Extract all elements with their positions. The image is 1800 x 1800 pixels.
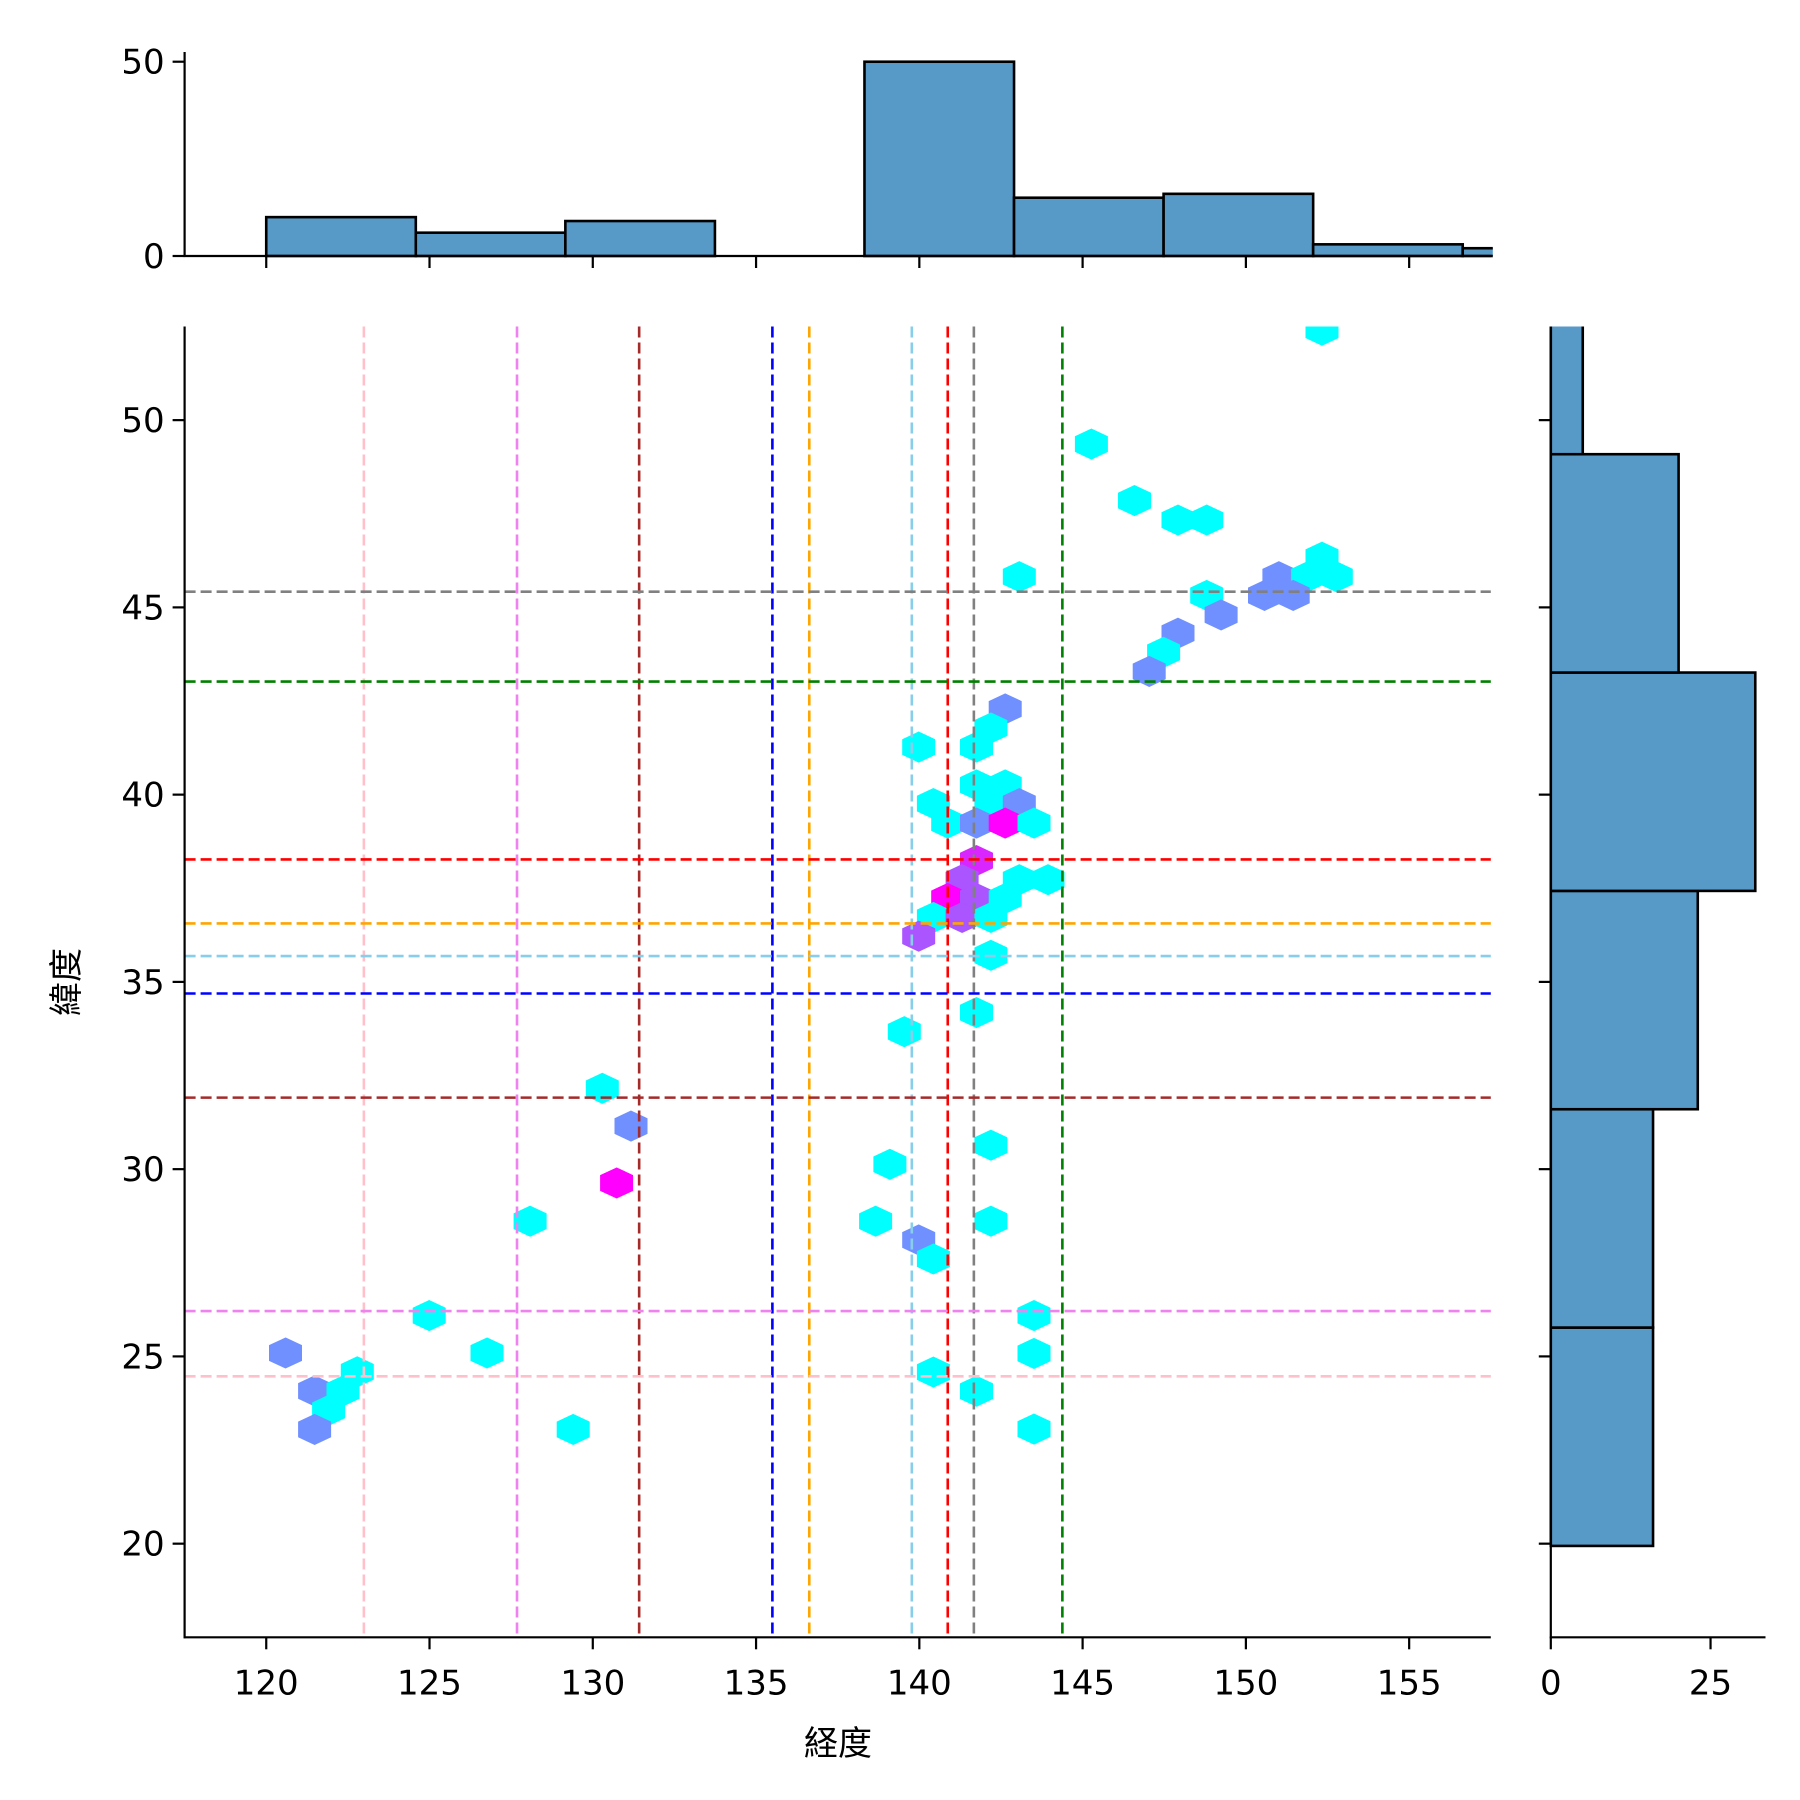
hexbin-cell	[1204, 599, 1238, 631]
top-histogram-bar	[1162, 192, 1315, 258]
hexbin-cell	[1319, 561, 1353, 593]
reference-lines	[184, 326, 1491, 1638]
hexbin-cell	[887, 1016, 921, 1048]
y-tick-label: 30	[121, 1150, 164, 1190]
x-tick-label: 135	[724, 1663, 789, 1703]
hexbin-cell	[873, 1148, 907, 1180]
top-histogram-bar	[264, 215, 418, 258]
right-histogram-bar	[1549, 1326, 1655, 1548]
top-hist-y-tick-label: 50	[121, 43, 164, 83]
hexbin-cell	[412, 1300, 446, 1332]
y-tick-label: 20	[121, 1525, 164, 1565]
x-tick-label: 120	[234, 1663, 299, 1703]
hexbin-cell	[600, 1167, 634, 1199]
hexbin-cell	[1305, 326, 1339, 346]
hexbin-cell	[1031, 864, 1065, 896]
hexbin-cell	[269, 1337, 302, 1369]
y-tick-label: 35	[121, 963, 164, 1003]
x-tick-label: 155	[1377, 1663, 1442, 1703]
hexbin-cell	[960, 997, 993, 1029]
hexbin-cell	[513, 1205, 547, 1237]
x-tick-label: 125	[397, 1663, 462, 1703]
main-axes: 120 125 130 135 140 145 150 155 20 25 30 35 40 45 50	[121, 326, 1491, 1703]
hexbin-cell	[614, 1110, 648, 1142]
y-tick-label: 45	[121, 588, 164, 628]
y-tick-label: 40	[121, 776, 164, 816]
hexbin-cell	[974, 1129, 1008, 1161]
x-tick-label: 140	[887, 1663, 952, 1703]
main-hexbin-plot: 120 125 130 135 140 145 150 155 20 25 30 35 40 45 50	[121, 326, 1491, 1703]
top-histogram-bar	[414, 231, 567, 258]
y-axis-label: 緯度	[47, 948, 87, 1016]
hexbin-cell	[1017, 1337, 1051, 1369]
hexbin-cell	[902, 731, 936, 763]
hexbin-cell	[960, 1375, 993, 1407]
right-histogram-bar	[1549, 889, 1700, 1111]
right-marginal-histogram: 0 25	[1538, 326, 1766, 1703]
x-tick-label: 130	[560, 1663, 625, 1703]
top-histogram-bar	[1461, 246, 1493, 258]
hexbin-cell	[1132, 655, 1166, 687]
hexbin-cell	[585, 1072, 619, 1104]
top-hist-y-tick-label: 0	[143, 237, 165, 277]
right-histogram-bar	[1549, 1107, 1655, 1329]
top-histogram-bar	[564, 219, 717, 258]
hexbin-cell	[1017, 1413, 1051, 1445]
hexbin-cell	[859, 1205, 893, 1237]
hexbin-cell	[1017, 1300, 1051, 1332]
x-tick-label: 150	[1213, 1663, 1278, 1703]
hexbin-cell	[1074, 428, 1108, 460]
top-histogram-bar	[863, 60, 1016, 258]
y-tick-label: 25	[121, 1337, 164, 1377]
hexbin-cell	[916, 1243, 950, 1275]
hexbin-cell	[960, 731, 993, 763]
right-histogram-bars	[1549, 326, 1757, 1548]
x-tick-label: 145	[1050, 1663, 1115, 1703]
hexbin-cell	[1276, 579, 1310, 611]
right-hist-x-tick-label: 25	[1689, 1663, 1732, 1703]
right-histogram-bar	[1549, 671, 1757, 893]
top-marginal-histogram: 0 50	[121, 43, 1493, 277]
hexbin-cell	[1017, 807, 1051, 839]
right-hist-x-tick-label: 0	[1540, 1663, 1562, 1703]
hexbin-cell	[1118, 485, 1151, 517]
right-histogram-bar	[1549, 452, 1680, 674]
hexbin-cell	[470, 1337, 504, 1369]
hexbin-cell	[1190, 504, 1224, 536]
hexbin-cell	[556, 1413, 590, 1445]
y-tick-label: 50	[121, 401, 164, 441]
x-axis-label: 経度	[804, 1724, 872, 1764]
hexbin-cell	[974, 1205, 1008, 1237]
top-histogram-bar	[1012, 196, 1165, 258]
hexbin-cell	[1161, 504, 1195, 536]
hexbin-cell	[298, 1413, 332, 1445]
hexbin-cells	[269, 326, 1353, 1445]
top-histogram-bar	[1311, 243, 1465, 258]
right-histogram-bar	[1549, 326, 1585, 456]
top-histogram-bars	[264, 60, 1493, 258]
hexbin-cell	[916, 1356, 950, 1388]
hexbin-cell	[1002, 561, 1036, 593]
